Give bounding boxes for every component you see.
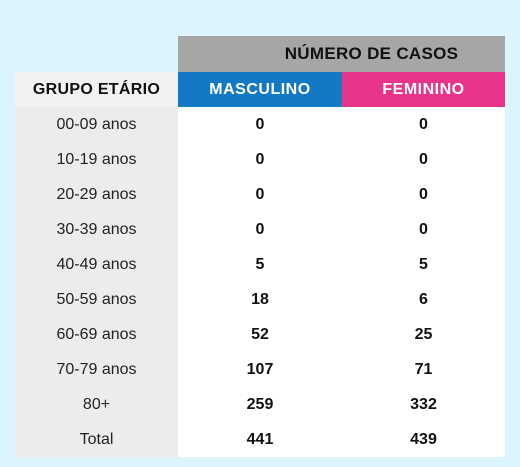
age-group-cell: 60-69 anos	[15, 317, 178, 352]
table-header-top: NÚMERO DE CASOS	[15, 36, 505, 72]
male-count-cell: 441	[178, 422, 342, 457]
age-group-cell: 30-39 anos	[15, 212, 178, 247]
table-row: 30-39 anos 0 0	[15, 212, 505, 247]
male-count-cell: 259	[178, 387, 342, 422]
female-count-cell: 0	[342, 107, 505, 142]
age-group-cell: 40-49 anos	[15, 247, 178, 282]
age-group-cell: 00-09 anos	[15, 107, 178, 142]
female-count-cell: 25	[342, 317, 505, 352]
table-row: 60-69 anos 52 25	[15, 317, 505, 352]
male-count-cell: 0	[178, 177, 342, 212]
table-body: 00-09 anos 0 0 10-19 anos 0 0 20-29 anos 0 0 30-3…	[15, 107, 505, 457]
age-group-cell: 70-79 anos	[15, 352, 178, 387]
age-group-cell: 10-19 anos	[15, 142, 178, 177]
table-row: 70-79 anos 107 71	[15, 352, 505, 387]
male-header: MASCULINO	[178, 72, 342, 107]
age-group-cell: 80+	[15, 387, 178, 422]
table-row: 10-19 anos 0 0	[15, 142, 505, 177]
table-header-columns: GRUPO ETÁRIO MASCULINO FEMININO	[15, 72, 505, 107]
table-row: 20-29 anos 0 0	[15, 177, 505, 212]
female-count-cell: 5	[342, 247, 505, 282]
cases-table: NÚMERO DE CASOS GRUPO ETÁRIO MASCULINO F…	[15, 36, 505, 457]
male-count-cell: 0	[178, 142, 342, 177]
male-count-cell: 107	[178, 352, 342, 387]
table-row: 80+ 259 332	[15, 387, 505, 422]
age-group-cell: Total	[15, 422, 178, 457]
female-count-cell: 0	[342, 212, 505, 247]
age-group-header: GRUPO ETÁRIO	[15, 72, 178, 107]
female-count-cell: 71	[342, 352, 505, 387]
female-header: FEMININO	[342, 72, 505, 107]
table-row: 00-09 anos 0 0	[15, 107, 505, 142]
cases-header: NÚMERO DE CASOS	[178, 36, 505, 72]
table-row: 50-59 anos 18 6	[15, 282, 505, 317]
female-count-cell: 332	[342, 387, 505, 422]
age-group-cell: 20-29 anos	[15, 177, 178, 212]
age-group-cell: 50-59 anos	[15, 282, 178, 317]
male-count-cell: 0	[178, 107, 342, 142]
header-spacer	[15, 36, 178, 72]
male-count-cell: 5	[178, 247, 342, 282]
male-count-cell: 0	[178, 212, 342, 247]
table-row: Total 441 439	[15, 422, 505, 457]
female-count-cell: 439	[342, 422, 505, 457]
female-count-cell: 0	[342, 177, 505, 212]
female-count-cell: 0	[342, 142, 505, 177]
table-row: 40-49 anos 5 5	[15, 247, 505, 282]
female-count-cell: 6	[342, 282, 505, 317]
cases-header-label: NÚMERO DE CASOS	[284, 44, 459, 63]
male-count-cell: 18	[178, 282, 342, 317]
male-count-cell: 52	[178, 317, 342, 352]
